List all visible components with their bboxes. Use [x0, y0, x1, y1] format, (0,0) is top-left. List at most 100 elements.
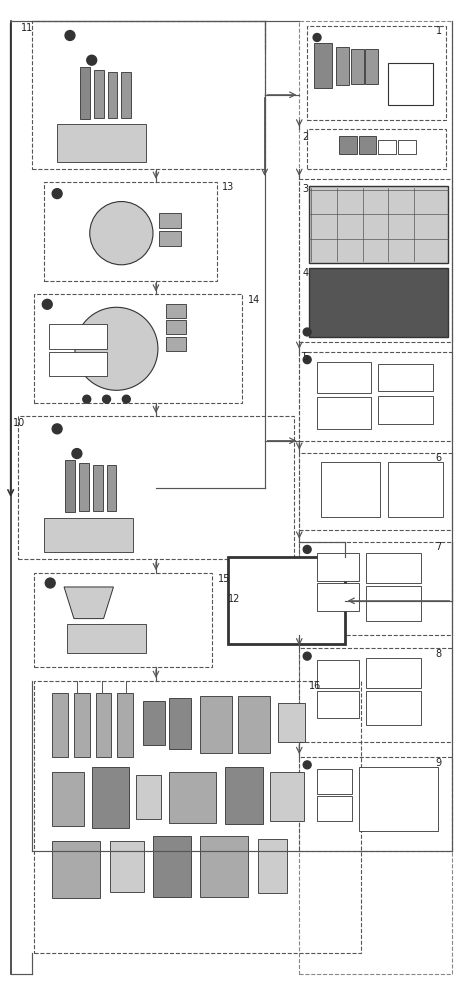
Bar [336, 47, 349, 85]
Bar [299, 542, 453, 635]
Bar [34, 681, 361, 953]
Circle shape [52, 189, 62, 199]
Circle shape [52, 424, 62, 434]
Bar [317, 660, 359, 688]
Text: 11: 11 [20, 23, 33, 33]
Bar [378, 364, 433, 391]
Bar [106, 465, 116, 511]
Circle shape [72, 449, 82, 458]
Bar [378, 140, 396, 154]
Bar [79, 463, 89, 511]
Bar [277, 703, 305, 742]
Bar [321, 462, 380, 517]
Bar [299, 21, 453, 974]
Bar [299, 757, 453, 851]
Bar [299, 352, 453, 441]
Bar [74, 693, 90, 757]
Bar [388, 63, 433, 105]
Bar [367, 586, 421, 621]
Circle shape [103, 395, 111, 403]
Text: 5: 5 [302, 352, 308, 362]
Bar [136, 775, 161, 819]
Bar [166, 337, 186, 351]
Bar [225, 767, 263, 824]
Circle shape [303, 652, 311, 660]
Bar [93, 465, 103, 511]
Circle shape [90, 202, 153, 265]
Bar [94, 70, 104, 118]
Bar [169, 698, 190, 749]
Text: 12: 12 [228, 594, 240, 604]
Bar [200, 836, 248, 897]
Bar [317, 691, 359, 718]
Bar [153, 836, 190, 897]
Text: 6: 6 [436, 453, 442, 463]
Bar [309, 186, 447, 263]
Bar [228, 557, 345, 644]
Text: 15: 15 [218, 574, 230, 584]
Bar [351, 49, 363, 84]
Bar [32, 21, 265, 169]
Circle shape [45, 578, 55, 588]
Bar [49, 352, 106, 376]
Circle shape [303, 545, 311, 553]
Bar [49, 324, 106, 349]
Bar [169, 772, 216, 823]
Bar [367, 658, 421, 688]
Text: 14: 14 [248, 295, 260, 305]
Bar [309, 268, 447, 337]
Bar [52, 772, 84, 826]
Text: 2: 2 [302, 132, 308, 142]
Bar [67, 624, 146, 653]
Circle shape [303, 761, 311, 769]
Text: 10: 10 [13, 418, 25, 428]
Bar [299, 453, 453, 530]
Bar [317, 397, 371, 429]
Circle shape [123, 395, 130, 403]
Circle shape [313, 34, 321, 41]
Text: 16: 16 [309, 681, 322, 691]
Bar [159, 231, 180, 246]
Text: 1: 1 [436, 26, 442, 36]
Polygon shape [64, 587, 114, 619]
Bar [317, 583, 359, 611]
Bar [398, 140, 416, 154]
Bar [200, 696, 232, 753]
Bar [117, 693, 133, 757]
Text: 7: 7 [436, 542, 442, 552]
Bar [378, 396, 433, 424]
Bar [44, 182, 217, 281]
Bar [317, 362, 371, 393]
Bar [307, 129, 446, 169]
Bar [18, 416, 294, 559]
Bar [367, 691, 421, 725]
Circle shape [75, 307, 158, 390]
Circle shape [65, 31, 75, 40]
Bar [238, 696, 270, 753]
Text: 13: 13 [222, 182, 235, 192]
Bar [317, 769, 352, 794]
Bar [44, 518, 133, 552]
Bar [34, 573, 212, 667]
Bar [317, 553, 359, 581]
Bar [367, 553, 421, 583]
Bar [299, 648, 453, 742]
Circle shape [303, 356, 311, 364]
Bar [122, 72, 131, 118]
Bar [270, 772, 304, 821]
Bar [52, 693, 68, 757]
Bar [92, 767, 129, 828]
Bar [314, 43, 332, 88]
Bar [34, 294, 242, 403]
Bar [110, 841, 144, 892]
Bar [166, 304, 186, 318]
Text: 3: 3 [302, 184, 308, 194]
Circle shape [83, 395, 91, 403]
Text: 9: 9 [436, 758, 442, 768]
Bar [359, 767, 437, 831]
Text: 4: 4 [302, 268, 308, 278]
Bar [143, 701, 165, 745]
Bar [299, 179, 453, 342]
Circle shape [42, 299, 52, 309]
Bar [65, 460, 75, 512]
